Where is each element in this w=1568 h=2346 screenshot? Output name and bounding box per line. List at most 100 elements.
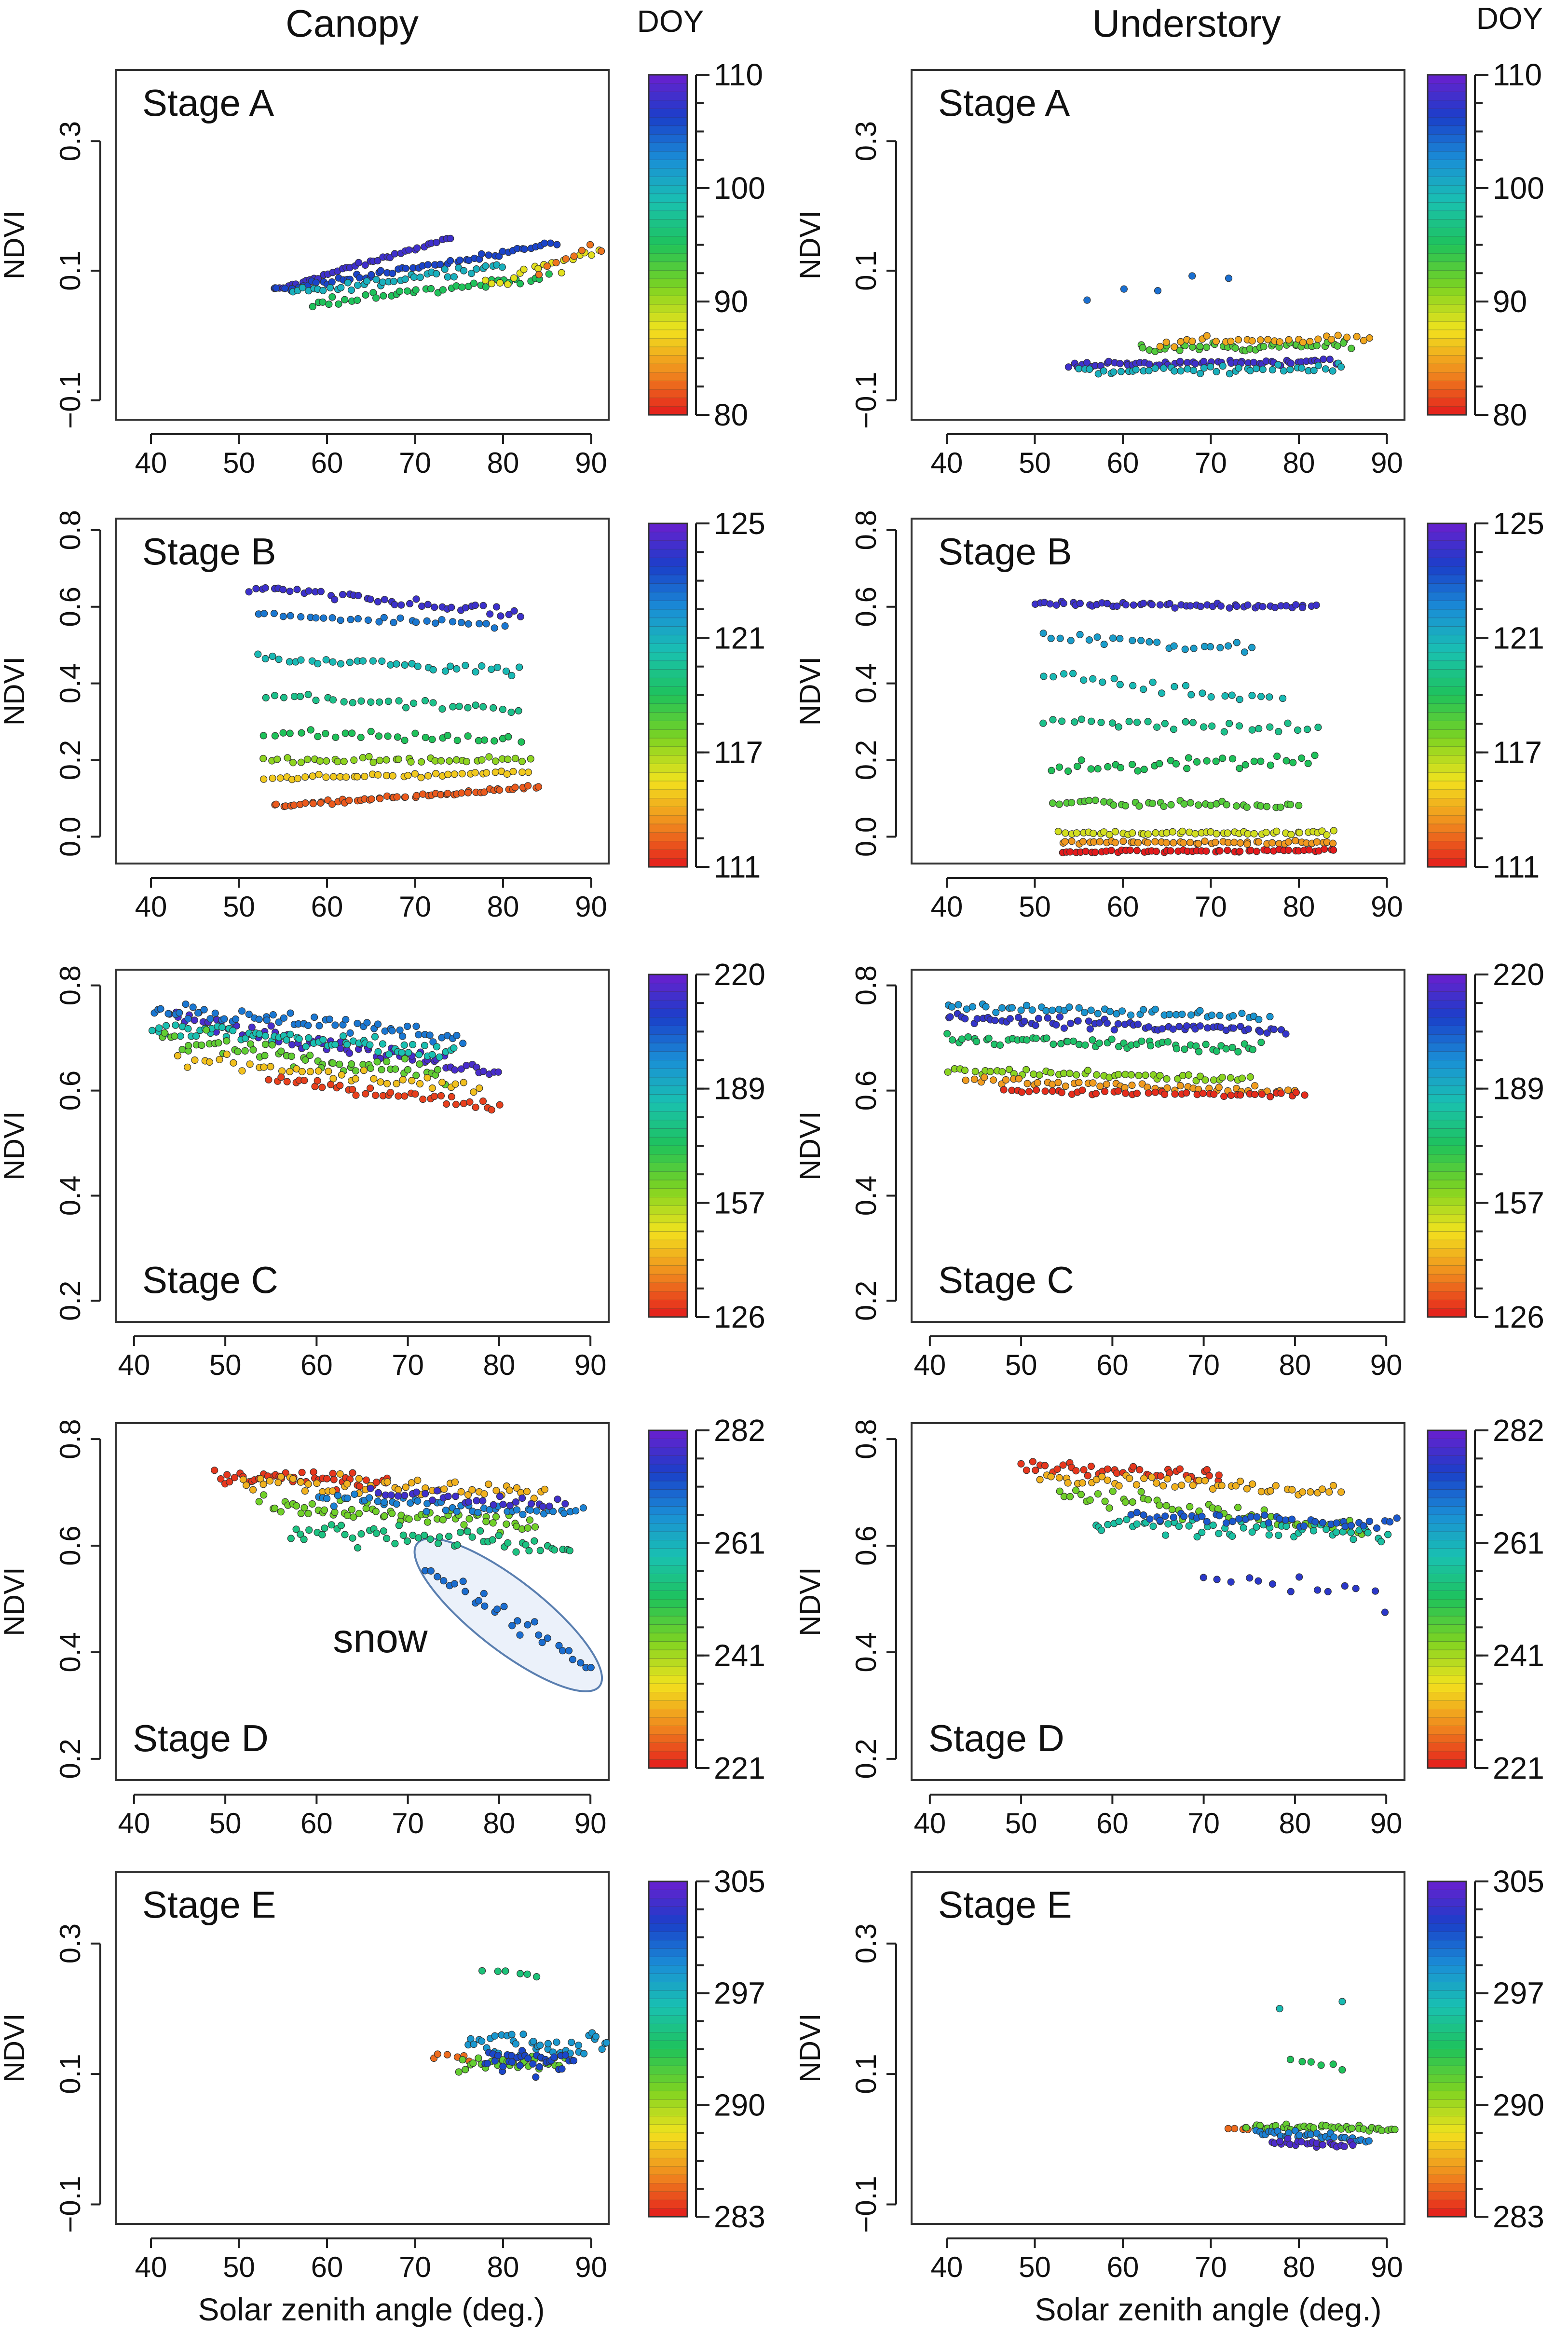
data-point xyxy=(1126,846,1134,854)
x-tick-label: 50 xyxy=(209,1807,242,1839)
column-title-understory: Understory xyxy=(1092,2,1281,45)
data-point xyxy=(1042,1007,1050,1015)
data-point xyxy=(1234,1504,1242,1511)
data-point xyxy=(1086,365,1093,373)
data-point xyxy=(1193,1533,1201,1541)
data-point xyxy=(311,1014,318,1021)
data-point xyxy=(1153,1479,1160,1487)
colorbar-tick-label: 305 xyxy=(1493,1864,1544,1899)
data-point xyxy=(1329,367,1336,375)
colorbar-step xyxy=(649,2150,687,2158)
y-tick-label: 0.4 xyxy=(54,663,86,703)
colorbar-step xyxy=(649,1557,687,1566)
data-point xyxy=(314,660,322,668)
colorbar-tick-label: 241 xyxy=(714,1638,765,1673)
data-point xyxy=(266,1477,274,1485)
data-point xyxy=(1103,1081,1110,1088)
colorbar-step xyxy=(1428,109,1466,118)
data-point xyxy=(406,600,414,608)
col-title-canopy: Canopy xyxy=(286,2,419,45)
data-point xyxy=(1207,363,1214,370)
data-point xyxy=(1104,1521,1112,1528)
data-point xyxy=(347,1060,355,1068)
data-point xyxy=(503,1520,510,1528)
data-point xyxy=(374,1048,382,1056)
data-point xyxy=(328,1487,337,1495)
x-tick-label: 40 xyxy=(914,1349,946,1381)
data-point xyxy=(1284,846,1293,854)
data-point xyxy=(447,234,454,242)
data-point xyxy=(393,1500,400,1508)
data-point xyxy=(1099,678,1106,686)
data-point xyxy=(375,732,383,740)
data-point xyxy=(317,799,325,807)
data-point xyxy=(223,1037,231,1045)
data-point xyxy=(357,1530,365,1538)
data-point xyxy=(488,280,496,288)
colorbar-step xyxy=(1428,1481,1466,1490)
colorbar-step xyxy=(1428,1498,1466,1507)
data-point xyxy=(1256,336,1264,344)
data-point xyxy=(453,737,461,744)
data-point xyxy=(531,1618,539,1626)
data-point xyxy=(516,1631,524,1639)
colorbar-step xyxy=(1428,1455,1466,1465)
data-point xyxy=(1265,1531,1273,1539)
data-point xyxy=(531,1537,538,1545)
data-point xyxy=(328,293,336,301)
data-point xyxy=(388,1027,396,1035)
data-point xyxy=(513,1484,521,1492)
data-point xyxy=(277,1047,285,1055)
data-point xyxy=(1186,1503,1194,1510)
data-point xyxy=(1039,630,1047,637)
data-point xyxy=(374,771,382,779)
data-point xyxy=(1215,1530,1223,1537)
data-point xyxy=(1058,717,1066,725)
data-point xyxy=(1139,344,1146,352)
data-point xyxy=(1186,602,1194,610)
data-point xyxy=(449,618,457,626)
data-point xyxy=(460,267,468,274)
colorbar-tick-label: 80 xyxy=(1493,398,1527,432)
data-point xyxy=(379,1040,387,1048)
x-tick-label: 90 xyxy=(575,447,607,479)
colorbar-step xyxy=(1428,686,1466,696)
data-point xyxy=(260,1063,268,1071)
data-point xyxy=(1110,801,1118,809)
data-point xyxy=(1164,1038,1172,1046)
data-point xyxy=(348,1506,355,1513)
data-point xyxy=(1166,1011,1173,1018)
data-point xyxy=(1243,840,1251,848)
data-point xyxy=(1267,761,1274,769)
data-point xyxy=(531,1523,539,1531)
data-point xyxy=(1178,827,1186,836)
colorbar-step xyxy=(1428,1300,1466,1309)
data-point xyxy=(1249,1480,1256,1488)
data-point xyxy=(1236,848,1244,855)
data-point xyxy=(1156,1517,1164,1524)
colorbar-step xyxy=(649,789,687,799)
colorbar-step xyxy=(649,2041,687,2050)
colorbar-step xyxy=(649,1077,687,1086)
data-point xyxy=(404,1066,412,1074)
data-point xyxy=(1187,1011,1195,1019)
colorbar-frame xyxy=(1427,74,1467,416)
data-point xyxy=(373,1058,381,1066)
data-point xyxy=(395,1522,403,1529)
data-point xyxy=(458,283,466,291)
data-point xyxy=(395,1486,402,1494)
data-point xyxy=(380,614,388,621)
x-tick-label: 60 xyxy=(300,1349,333,1381)
data-point xyxy=(411,770,419,778)
data-point xyxy=(1064,767,1072,775)
colorbar-step xyxy=(649,219,687,228)
data-point xyxy=(421,1532,428,1539)
data-point xyxy=(499,2062,507,2071)
data-point xyxy=(530,2038,537,2045)
data-point xyxy=(1126,1475,1133,1482)
colorbar-step xyxy=(1428,1709,1466,1718)
colorbar-tick-label: 100 xyxy=(1493,171,1544,206)
data-point xyxy=(200,1006,208,1014)
data-point xyxy=(1064,363,1072,371)
data-point xyxy=(1284,1086,1292,1094)
